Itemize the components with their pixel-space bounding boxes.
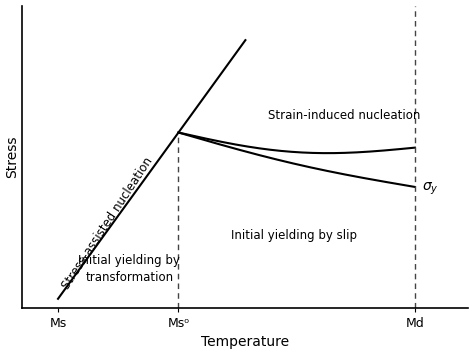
- Text: $\sigma_y$: $\sigma_y$: [421, 180, 438, 197]
- Text: Initial yielding by
transformation: Initial yielding by transformation: [79, 253, 180, 284]
- X-axis label: Temperature: Temperature: [201, 335, 290, 349]
- Text: Stress-assisted nucleation: Stress-assisted nucleation: [59, 155, 155, 291]
- Text: Initial yielding by slip: Initial yielding by slip: [231, 229, 357, 242]
- Text: Strain-induced nucleation: Strain-induced nucleation: [268, 109, 420, 122]
- Y-axis label: Stress: Stress: [6, 136, 19, 178]
